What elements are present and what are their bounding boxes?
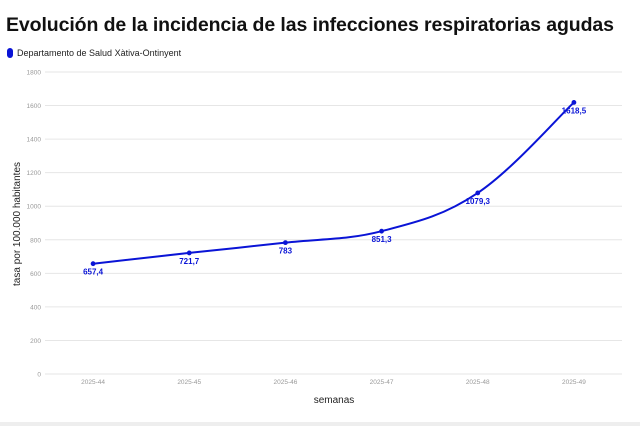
y-tick-label: 1800 xyxy=(27,70,42,77)
y-tick-label: 1000 xyxy=(27,204,42,211)
data-point xyxy=(186,250,192,256)
y-tick-label: 400 xyxy=(30,304,41,311)
data-point xyxy=(571,100,577,105)
data-label: 851,3 xyxy=(372,235,393,244)
series-layer xyxy=(90,100,577,267)
data-label: 783 xyxy=(279,247,293,256)
x-axis-title: semanas xyxy=(314,395,355,406)
y-axis-title: tasa por 100.000 habitantes xyxy=(12,162,23,286)
y-tick-label: 1400 xyxy=(27,137,42,144)
data-label: 1079,3 xyxy=(466,197,491,206)
legend[interactable]: Departamento de Salud Xàtiva-Ontinyent xyxy=(7,48,181,58)
chart-title: Evolución de la incidencia de las infecc… xyxy=(6,14,614,36)
x-tick-label: 2025-45 xyxy=(177,379,201,386)
y-tick-label: 0 xyxy=(37,372,41,379)
bottom-scrollbar xyxy=(0,422,640,426)
legend-swatch xyxy=(7,48,13,58)
y-tick-label: 200 xyxy=(30,338,41,345)
y-tick-label: 800 xyxy=(30,237,41,244)
y-tick-label: 1200 xyxy=(27,170,42,177)
x-tick-label: 2025-49 xyxy=(562,379,586,386)
data-label: 657,4 xyxy=(83,268,104,277)
data-point xyxy=(379,228,384,234)
x-tick-label: 2025-44 xyxy=(81,379,105,386)
y-axis-ticks: 0 200 400 600 800 1000 1200 1400 1600 1800 xyxy=(27,70,42,379)
x-tick-label: 2025-48 xyxy=(466,379,490,386)
data-point xyxy=(283,240,288,246)
data-label: 721,7 xyxy=(179,257,200,266)
x-axis-ticks: 2025-44 2025-45 2025-46 2025-47 2025-48 2025-… xyxy=(81,379,586,386)
y-tick-label: 600 xyxy=(30,271,41,278)
data-labels: 657,4 721,7 783 851,3 1079,3 1618,5 xyxy=(83,106,587,276)
data-point xyxy=(475,190,481,196)
grid-lines xyxy=(45,71,622,375)
data-label: 1618,5 xyxy=(562,106,587,115)
series-line xyxy=(92,101,575,265)
legend-label: Departamento de Salud Xàtiva-Ontinyent xyxy=(17,48,182,58)
data-point xyxy=(90,261,96,267)
x-tick-label: 2025-47 xyxy=(370,379,394,386)
y-tick-label: 1600 xyxy=(27,103,42,110)
x-tick-label: 2025-46 xyxy=(273,379,297,386)
